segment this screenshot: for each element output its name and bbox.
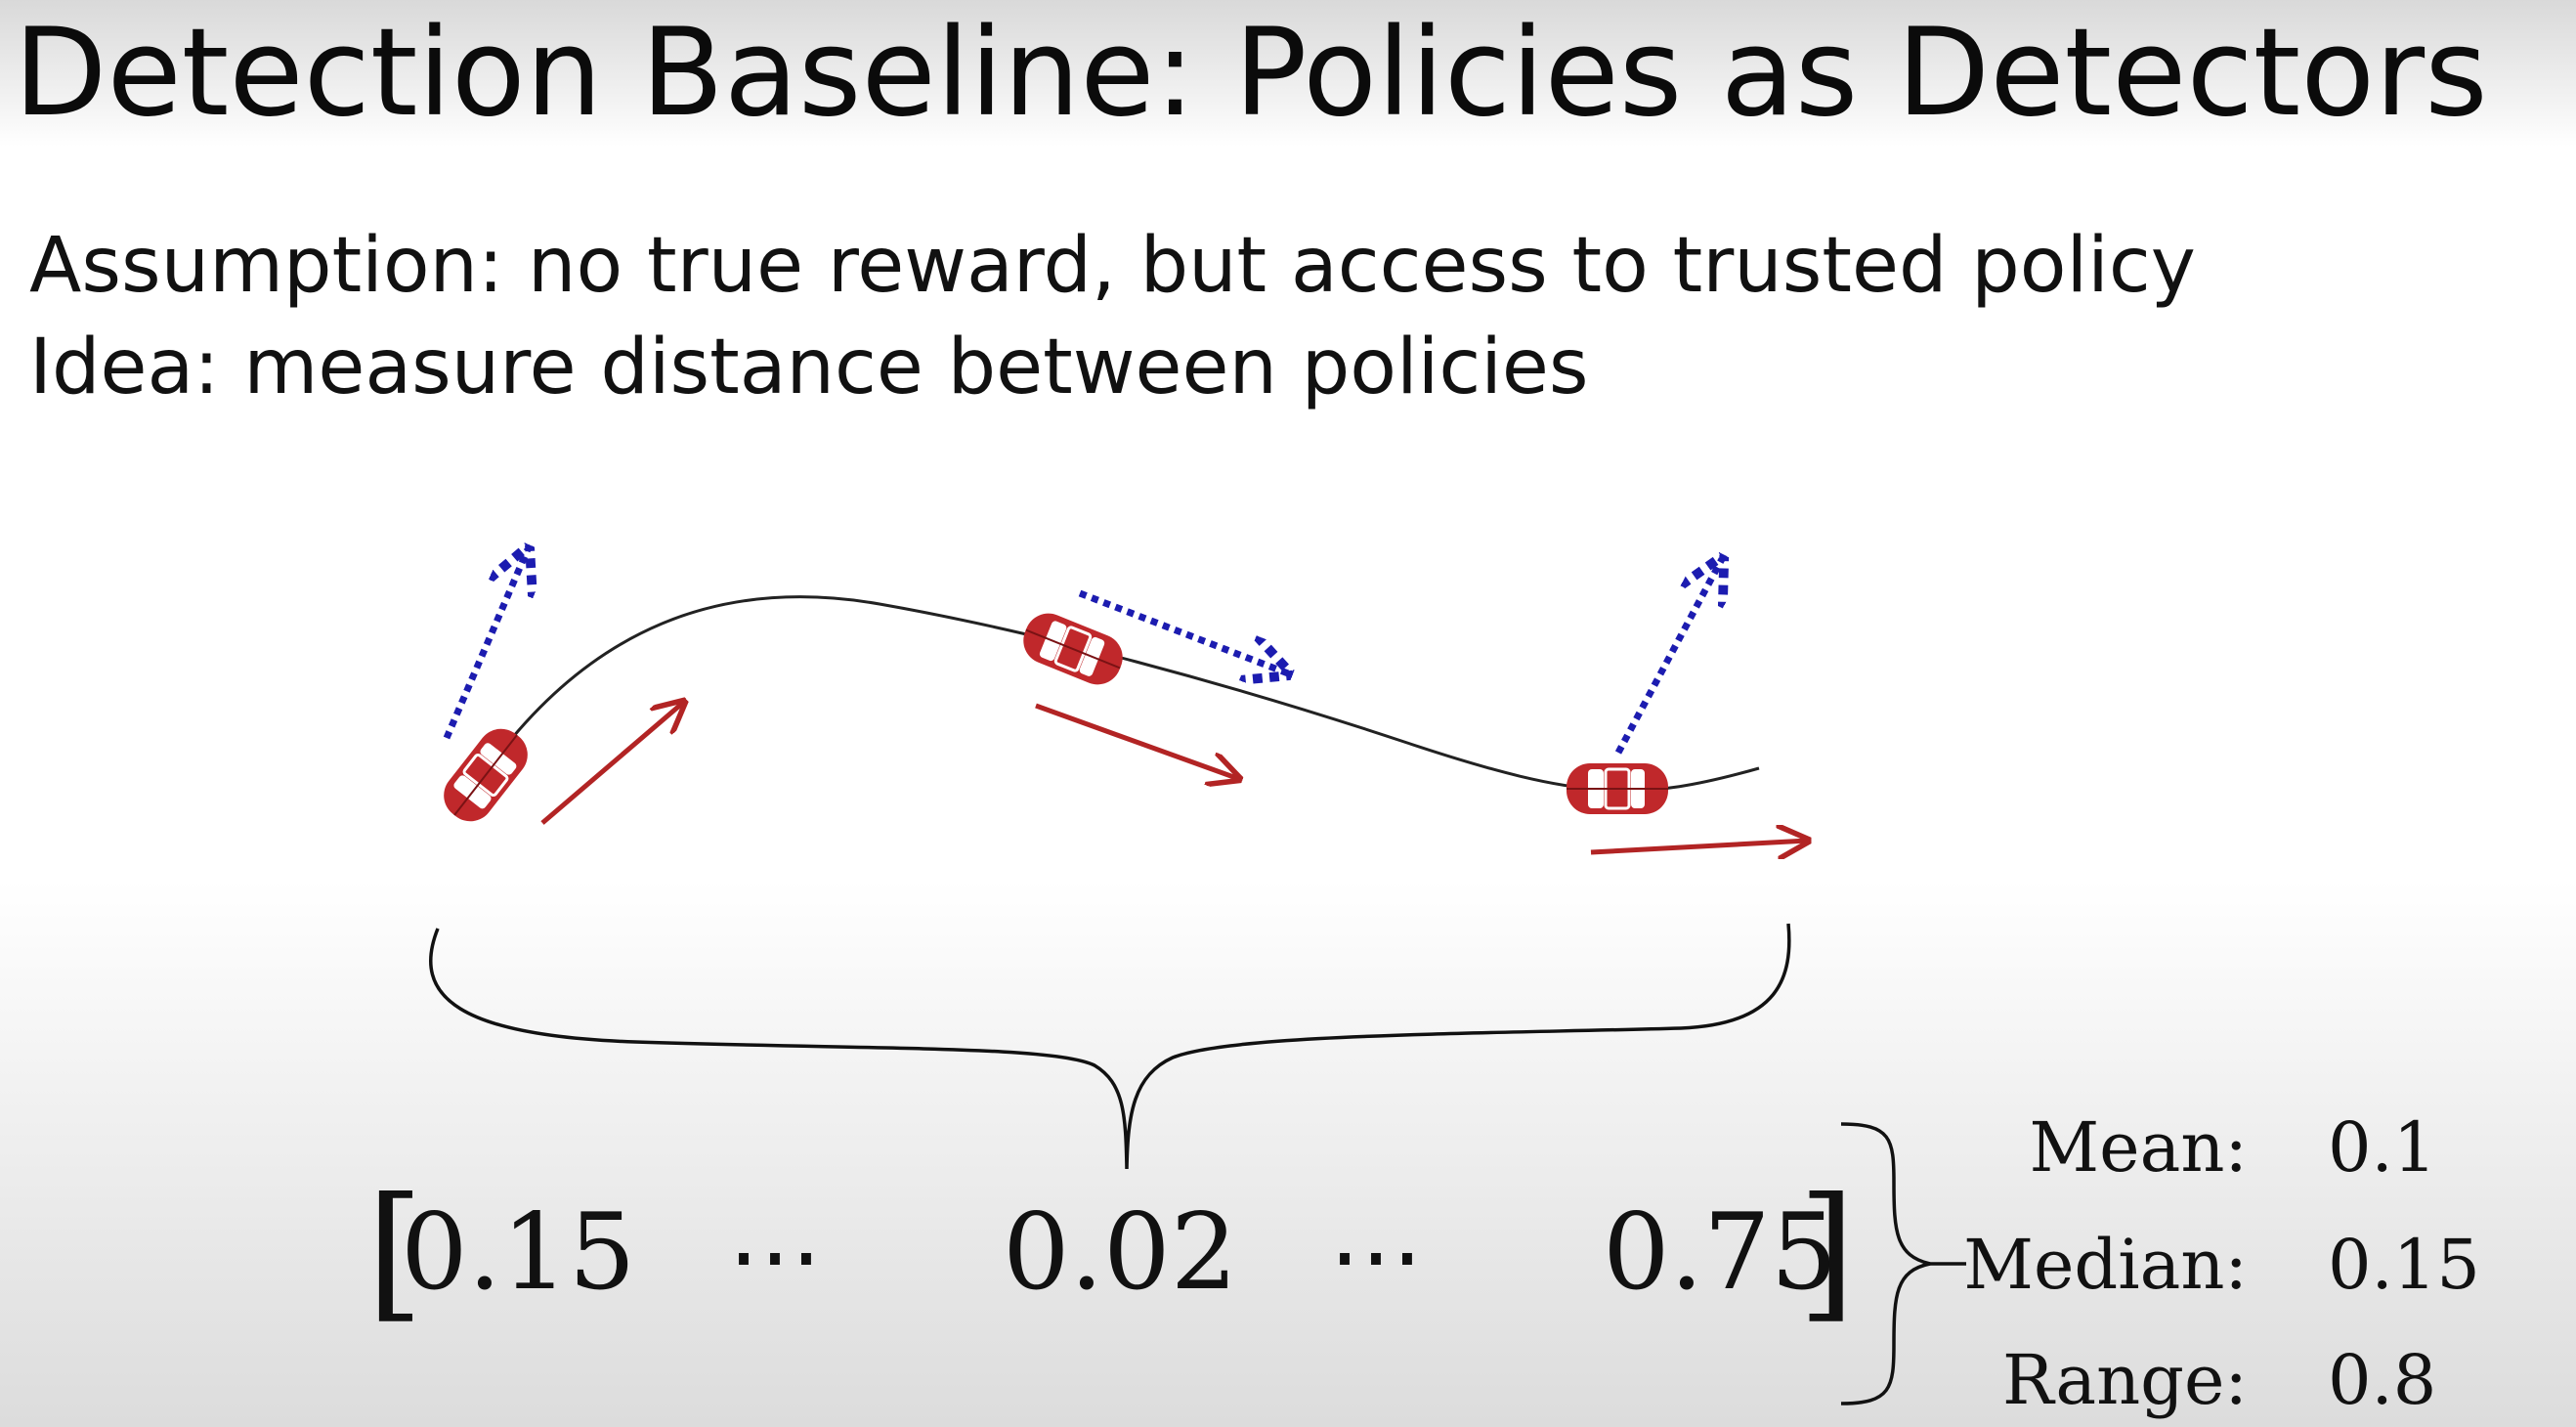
vector-close-bracket: ] [1798, 1167, 1856, 1337]
stat-value-median: 0.15 [2328, 1225, 2480, 1305]
stats-table: Mean: 0.1 Median: 0.15 Range: 0.8 [1963, 1107, 2480, 1420]
vector-ellipsis: ⋯ [728, 1201, 822, 1311]
assumption-text: Assumption: no true reward, but access t… [29, 222, 2196, 310]
car-icon [1014, 604, 1132, 694]
stat-value-mean: 0.1 [2328, 1107, 2436, 1188]
vector-value: 0.15 [401, 1191, 635, 1314]
trusted-policy-arrow [1614, 559, 1722, 755]
vector-ellipsis: ⋯ [1329, 1201, 1423, 1311]
learned-policy-arrow [1590, 841, 1808, 852]
car-icon [1565, 761, 1670, 816]
idea-text: Idea: measure distance between policies [29, 324, 1589, 411]
vector-value: 0.75 [1603, 1191, 1837, 1314]
title-band [0, 0, 2576, 147]
trajectory-curve [477, 595, 1760, 793]
vector-value: 0.02 [1003, 1191, 1237, 1314]
vector-open-bracket: [ [366, 1167, 424, 1337]
bullet-list: Assumption: no true reward, but access t… [29, 215, 2196, 418]
learned-policy-arrow [1035, 703, 1239, 779]
learned-policy-arrow [540, 702, 684, 825]
trusted-policy-arrow [443, 549, 528, 740]
stat-label-median: Median: [1963, 1225, 2248, 1305]
stat-label-range: Range: [2002, 1340, 2248, 1420]
slide-title: Detection Baseline: Policies as Detector… [14, 3, 2488, 144]
trajectory-brace [428, 923, 1791, 1170]
stat-value-range: 0.8 [2328, 1340, 2436, 1420]
stat-label-mean: Mean: [2029, 1107, 2248, 1188]
